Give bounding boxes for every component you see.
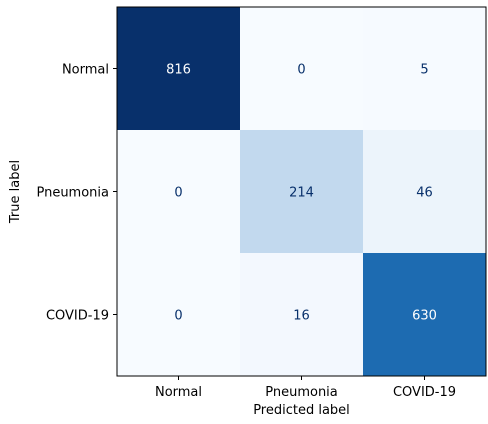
cell-normal-normal <box>117 7 240 130</box>
cell-pneumonia-normal <box>117 130 240 253</box>
x-axis-label: Predicted label <box>253 403 350 418</box>
cell-normal-covid-19 <box>363 7 486 130</box>
cell-value-label: 0 <box>174 186 182 201</box>
y-tick-label: Normal <box>62 63 109 78</box>
cell-value-label: 816 <box>166 63 191 78</box>
cell-value-label: 0 <box>174 309 182 324</box>
x-axis-ticks: Normal Pneumonia COVID-19 <box>155 376 456 400</box>
cell-value-label: 630 <box>412 309 437 324</box>
cell-value-labels: 816 0 5 0 214 46 0 16 630 <box>166 63 437 324</box>
cell-normal-pneumonia <box>240 7 363 130</box>
cell-covid-19-pneumonia <box>240 253 363 376</box>
x-tick-label: Pneumonia <box>265 385 338 400</box>
cell-covid-19-covid-19 <box>363 253 486 376</box>
cell-pneumonia-covid-19 <box>363 130 486 253</box>
y-axis-ticks: Normal Pneumonia COVID-19 <box>36 63 117 324</box>
cell-pneumonia-pneumonia <box>240 130 363 253</box>
x-tick-label: COVID-19 <box>393 385 456 400</box>
heatmap-cells <box>117 7 486 376</box>
cell-value-label: 5 <box>420 63 428 78</box>
x-tick-label: Normal <box>155 385 202 400</box>
cell-value-label: 0 <box>297 63 305 78</box>
cell-covid-19-normal <box>117 253 240 376</box>
y-tick-label: Pneumonia <box>36 186 109 201</box>
cell-value-label: 214 <box>289 186 314 201</box>
y-tick-label: COVID-19 <box>46 309 109 324</box>
cell-value-label: 46 <box>416 186 433 201</box>
y-axis-label: True label <box>8 160 23 224</box>
cell-value-label: 16 <box>293 309 310 324</box>
